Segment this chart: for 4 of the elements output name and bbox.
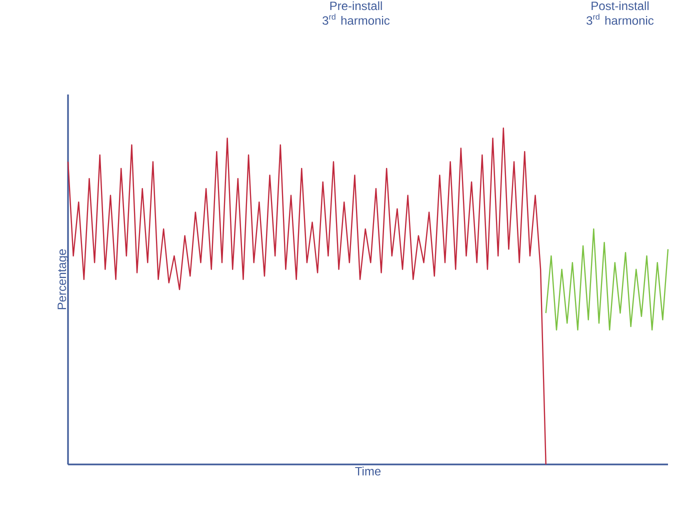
y-axis-title: Percentage: [58, 249, 68, 309]
x-axis-title: Time: [355, 466, 381, 476]
text: Post-install 3$^{rd}$ harmonic: [586, 1, 654, 25]
text: Pre-install 3$^{rd}$ harmonic: [322, 1, 390, 25]
